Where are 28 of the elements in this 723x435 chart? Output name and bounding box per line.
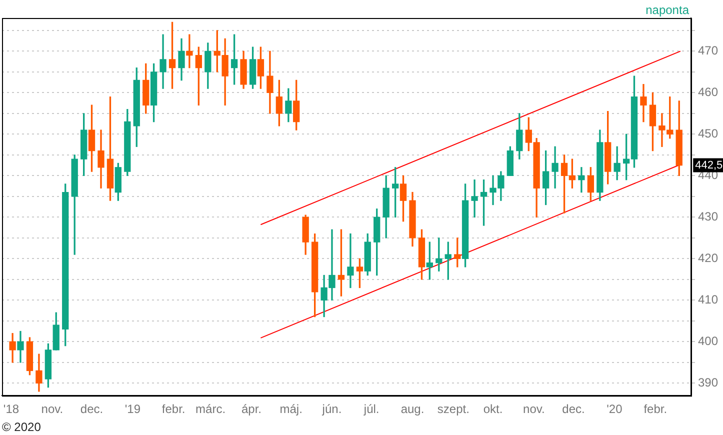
y-tick-label: 450 xyxy=(698,126,718,140)
text: © 2020 xyxy=(2,420,41,434)
y-tick-label: 420 xyxy=(698,250,718,265)
x-tick-label: '20 xyxy=(606,402,623,416)
x-tick-label: nov. xyxy=(41,402,64,416)
y-tick-label: 430 xyxy=(698,209,718,224)
x-tick-label: dec. xyxy=(80,402,104,416)
x-tick-label: máj. xyxy=(280,402,302,416)
x-tick-label: aug. xyxy=(400,402,424,416)
y-tick-label: 410 xyxy=(698,292,718,306)
text: naponta xyxy=(646,3,689,17)
y-tick-label: 400 xyxy=(698,334,718,348)
annotation: 442,5 xyxy=(695,159,723,172)
x-tick-label: dec. xyxy=(562,402,585,416)
x-tick-label: ápr. xyxy=(241,402,262,416)
x-tick-label: febr. xyxy=(644,402,668,416)
x-tick-label: júl. xyxy=(362,402,380,416)
y-tick-label: 390 xyxy=(698,375,718,390)
y-tick-label: 460 xyxy=(698,85,718,100)
x-tick-label: márc. xyxy=(196,402,226,416)
x-tick-label: nov. xyxy=(523,402,545,416)
x-tick-label: okt. xyxy=(483,402,503,416)
x-tick-label: febr. xyxy=(162,402,186,416)
x-tick-label: szept. xyxy=(437,402,470,416)
y-tick-label: 470 xyxy=(698,44,718,58)
x-tick-label: '19 xyxy=(124,402,141,416)
x-tick-label: jún. xyxy=(321,402,342,416)
x-tick-label: '18 xyxy=(3,402,20,416)
